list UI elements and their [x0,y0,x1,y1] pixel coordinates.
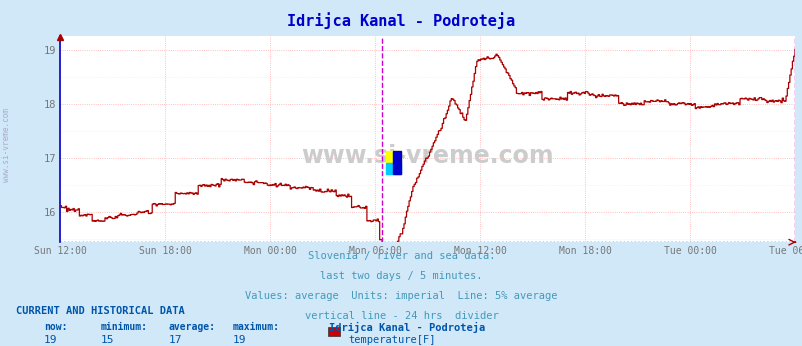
Bar [393,151,400,174]
Text: 19: 19 [44,335,58,345]
Text: Idrijca Kanal - Podroteja: Idrijca Kanal - Podroteja [329,322,485,333]
Bar [385,151,400,163]
Text: minimum:: minimum: [100,322,148,332]
Text: now:: now: [44,322,67,332]
Text: last two days / 5 minutes.: last two days / 5 minutes. [320,271,482,281]
Text: 17: 17 [168,335,182,345]
Text: maximum:: maximum: [233,322,280,332]
Text: average:: average: [168,322,216,332]
Text: Idrijca Kanal - Podroteja: Idrijca Kanal - Podroteja [287,12,515,29]
Text: temperature[F]: temperature[F] [348,335,435,345]
Text: www.si-vreme.com: www.si-vreme.com [2,108,11,182]
Text: 15: 15 [100,335,114,345]
Text: Values: average  Units: imperial  Line: 5% average: Values: average Units: imperial Line: 5%… [245,291,557,301]
Text: www.si-vreme.com: www.si-vreme.com [301,144,553,168]
Text: Slovenia / river and sea data.: Slovenia / river and sea data. [307,251,495,261]
Text: vertical line - 24 hrs  divider: vertical line - 24 hrs divider [304,311,498,321]
Bar [385,163,400,174]
Text: CURRENT AND HISTORICAL DATA: CURRENT AND HISTORICAL DATA [16,306,184,316]
Text: 19: 19 [233,335,246,345]
